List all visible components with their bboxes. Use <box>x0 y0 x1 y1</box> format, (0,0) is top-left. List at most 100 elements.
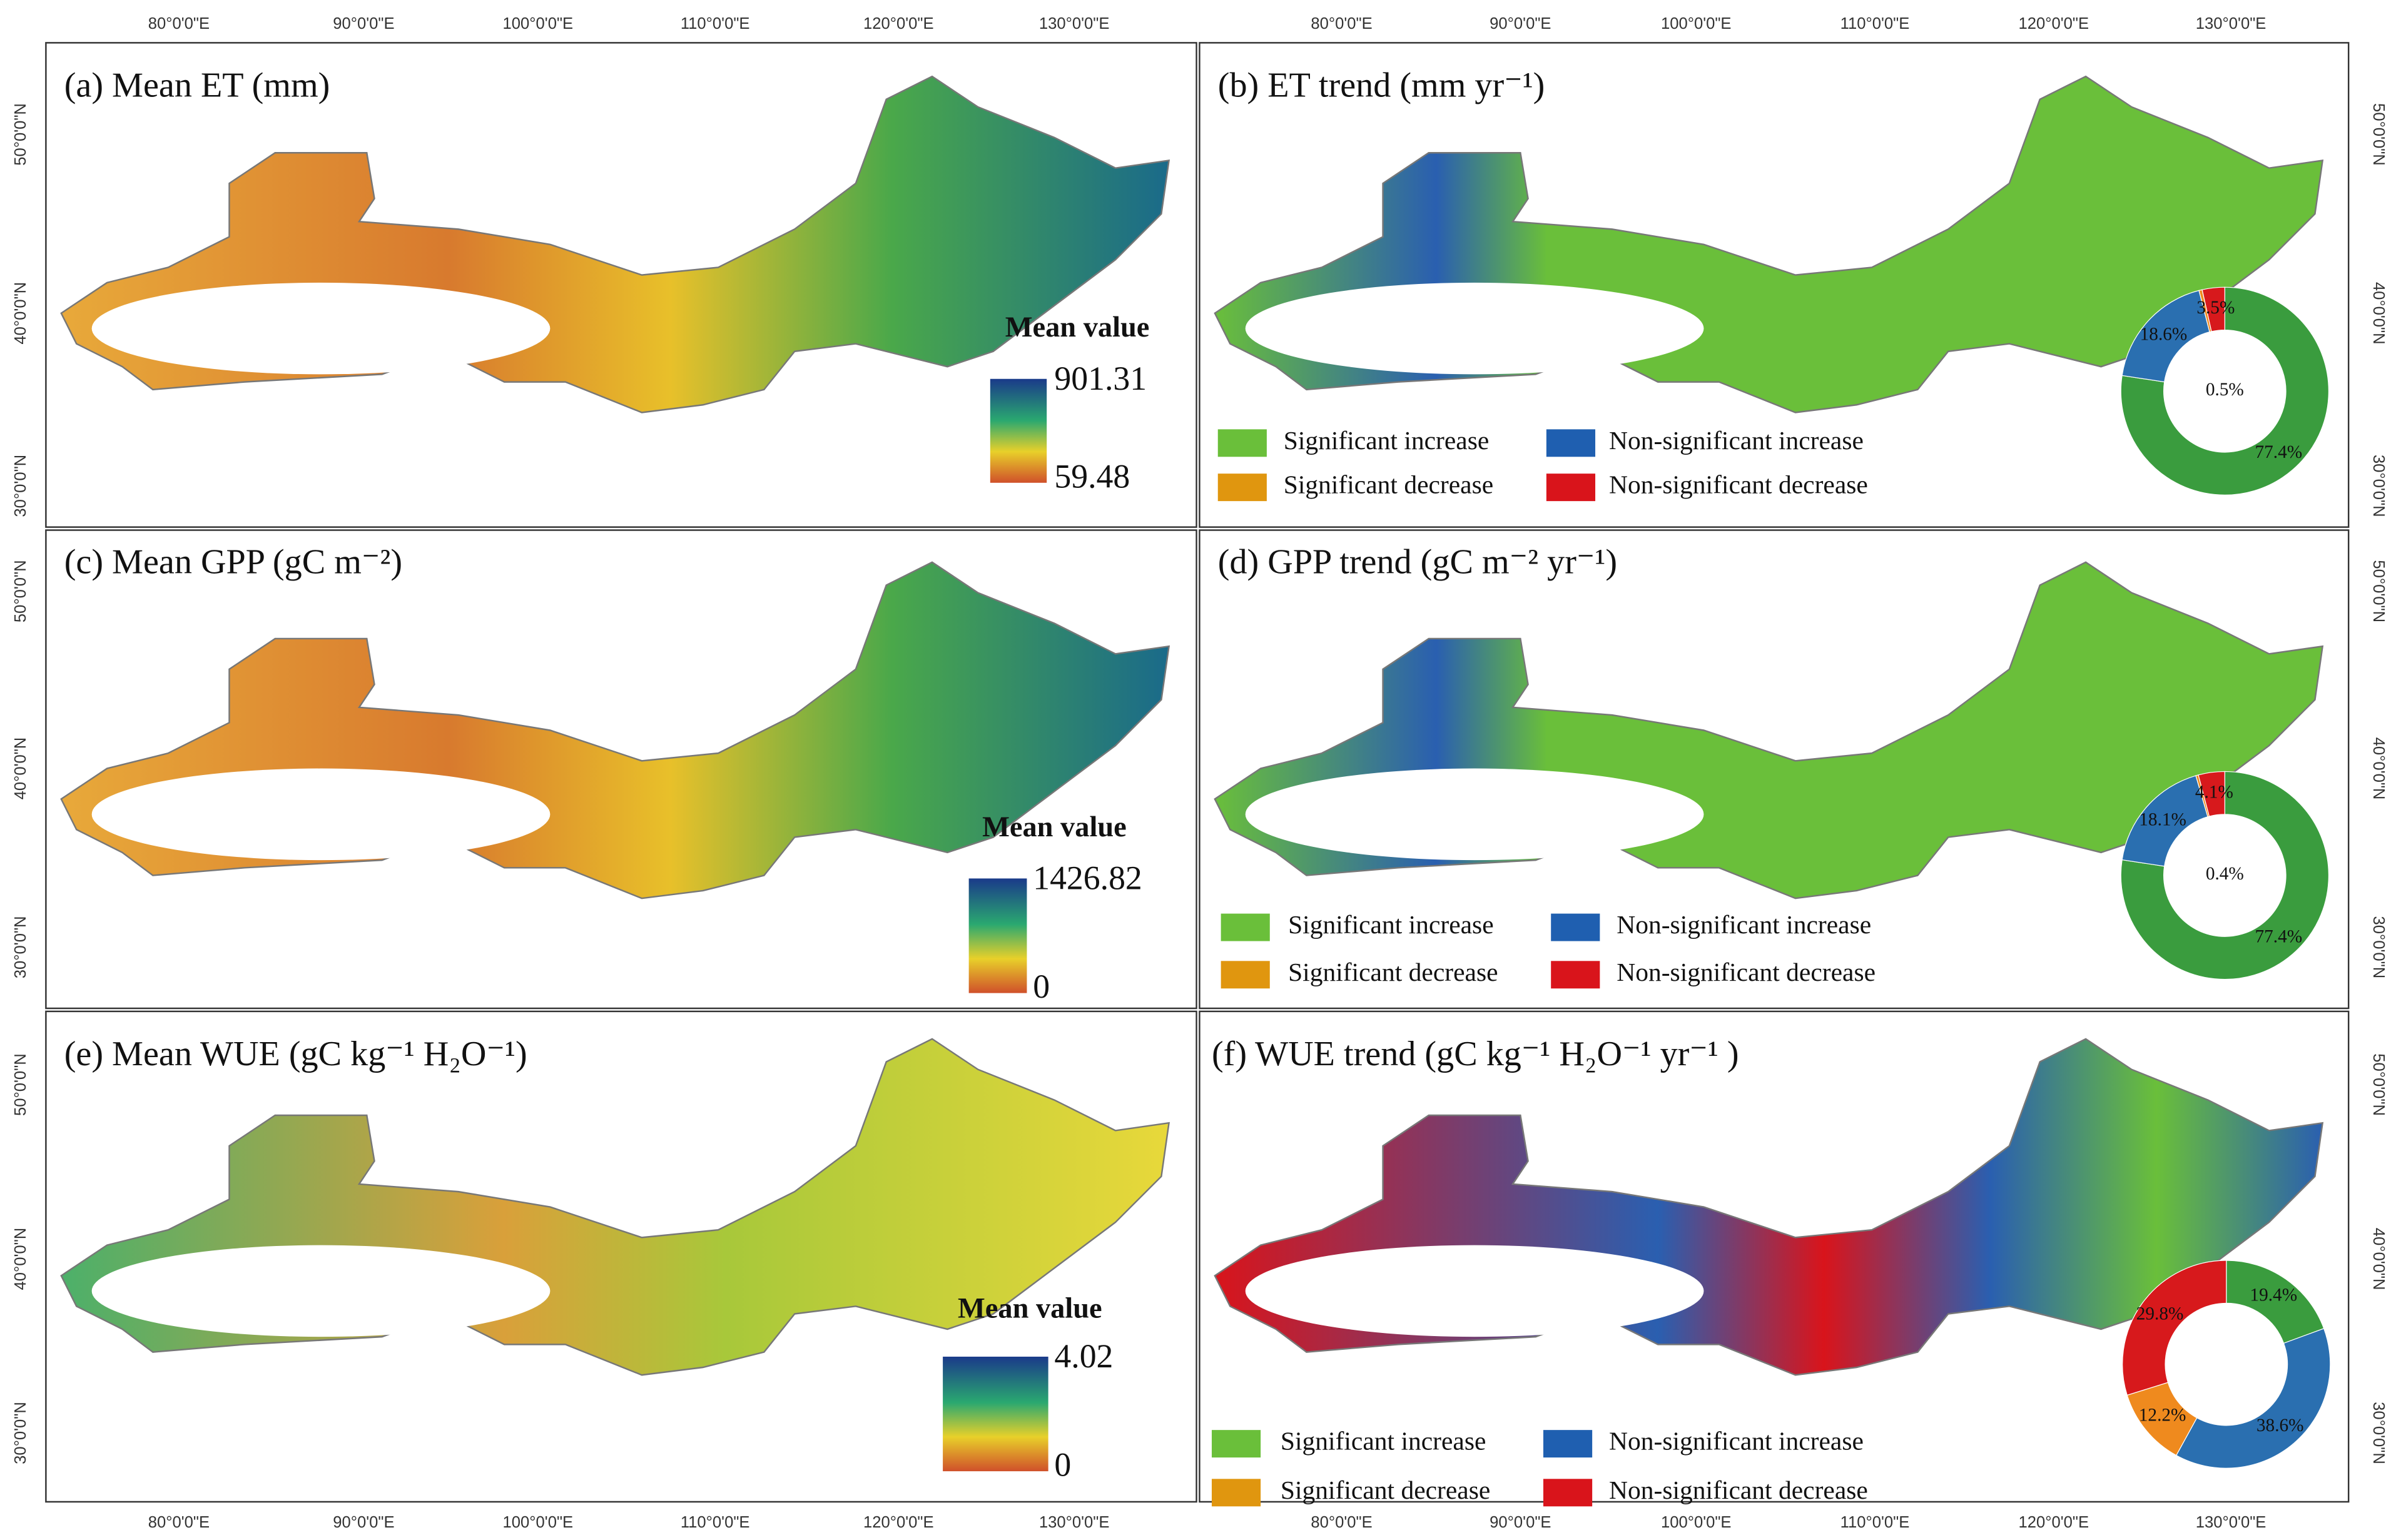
donut-label: 0.4% <box>2206 864 2244 884</box>
legend-swatch <box>1211 1479 1261 1507</box>
donut-label: 4.1% <box>2195 782 2233 802</box>
legend-label: Non-significant increase <box>1609 426 1864 455</box>
lon-label: 100°0'0"E <box>503 15 574 33</box>
lat-label: 50°0'0"N <box>12 560 29 622</box>
legend-label: Significant increase <box>1284 426 1490 455</box>
legend-swatch <box>1543 1479 1593 1507</box>
donut-label: 38.6% <box>2256 1416 2304 1436</box>
colorbar-min: 59.48 <box>1054 457 1130 495</box>
colorbar-min: 0 <box>1033 968 1050 1005</box>
colorbar <box>943 1356 1048 1472</box>
lon-label: 110°0'0"E <box>681 15 750 33</box>
lon-label: 110°0'0"E <box>1840 15 1910 33</box>
legend-swatch <box>1217 474 1267 502</box>
panel-frame <box>1199 1010 2350 1503</box>
donut-label: 3.5% <box>2196 298 2235 318</box>
desert <box>91 282 551 375</box>
legend-label: Non-significant increase <box>1617 910 1871 939</box>
legend-swatch <box>1551 961 1600 989</box>
donut-label: 0.5% <box>2206 380 2244 400</box>
lat-label: 50°0'0"N <box>2370 560 2387 622</box>
lat-label: 30°0'0"N <box>2370 916 2387 978</box>
legend-swatch <box>1221 913 1270 941</box>
donut-segment <box>2120 286 2329 495</box>
legend-label: Significant decrease <box>1288 958 1498 986</box>
colorbar-min: 0 <box>1054 1446 1071 1484</box>
donut-label: 12.2% <box>2139 1405 2186 1425</box>
lat-label: 40°0'0"N <box>2370 1228 2387 1290</box>
panel-frame <box>1199 529 2350 1010</box>
desert <box>91 1245 551 1337</box>
donut-segment <box>2121 290 2210 383</box>
lon-label: 100°0'0"E <box>1661 1514 1732 1531</box>
lat-label: 40°0'0"N <box>12 737 29 800</box>
panel-frame <box>45 1010 1197 1503</box>
legend-label: Significant decrease <box>1281 1476 1490 1504</box>
lon-label: 90°0'0"E <box>1490 15 1551 33</box>
lon-label: 120°0'0"E <box>863 15 934 33</box>
lat-label: 40°0'0"N <box>12 282 29 345</box>
lat-label: 30°0'0"N <box>12 455 29 517</box>
donut-segment <box>2120 771 2329 980</box>
panel-frame <box>1199 42 2350 528</box>
donut-segment <box>2201 286 2225 332</box>
colorbar-max: 1426.82 <box>1033 859 1142 897</box>
legend-label: Significant decrease <box>1284 470 1493 499</box>
donut-label: 18.6% <box>2140 325 2188 345</box>
legend-label: Non-significant increase <box>1609 1427 1864 1456</box>
panel-title: (a) Mean ET (mm) <box>64 66 330 105</box>
lon-label: 90°0'0"E <box>1490 1514 1551 1531</box>
donut-segment <box>2198 771 2225 817</box>
lon-label: 80°0'0"E <box>1311 1514 1372 1531</box>
lat-label: 50°0'0"N <box>2370 103 2387 166</box>
donut-label: 77.4% <box>2255 442 2302 462</box>
legend-label: Significant increase <box>1281 1427 1486 1456</box>
lat-label: 30°0'0"N <box>12 1402 29 1464</box>
legend-swatch <box>1546 474 1596 502</box>
lon-label: 130°0'0"E <box>1039 1514 1110 1531</box>
lat-label: 30°0'0"N <box>12 916 29 978</box>
lon-label: 80°0'0"E <box>148 15 210 33</box>
panel-title: (d) GPP trend (gC m⁻² yr⁻¹) <box>1218 543 1617 582</box>
donut-label: 18.1% <box>2139 809 2186 829</box>
maps <box>60 75 2323 1376</box>
donut-segment <box>2175 1328 2331 1469</box>
lat-label: 30°0'0"N <box>2370 455 2387 517</box>
lon-label: 90°0'0"E <box>333 15 394 33</box>
desert <box>91 768 551 861</box>
legend-swatch <box>1546 429 1596 457</box>
lat-label: 40°0'0"N <box>12 1228 29 1290</box>
legend-label: Non-significant decrease <box>1617 958 1876 986</box>
desert <box>1245 282 1704 375</box>
lon-label: 130°0'0"E <box>2196 15 2267 33</box>
lon-label: 120°0'0"E <box>863 1514 934 1531</box>
panel-title: (b) ET trend (mm yr⁻¹) <box>1218 66 1545 105</box>
lat-label: 30°0'0"N <box>2370 1402 2387 1464</box>
lat-label: 40°0'0"N <box>2370 282 2387 345</box>
lat-label: 40°0'0"N <box>2370 737 2387 800</box>
desert <box>1245 1245 1704 1337</box>
lon-label: 120°0'0"E <box>2018 1514 2089 1531</box>
lon-label: 130°0'0"E <box>2196 1514 2267 1531</box>
legend-swatch <box>1211 1430 1261 1458</box>
legend-label: Non-significant decrease <box>1609 1476 1868 1504</box>
lat-label: 50°0'0"N <box>2370 1053 2387 1116</box>
donut-label: 29.8% <box>2136 1304 2184 1324</box>
panel-title: (c) Mean GPP (gC m⁻²) <box>64 543 402 582</box>
donut-label: 19.4% <box>2250 1285 2297 1305</box>
donut-label: 77.4% <box>2255 926 2302 946</box>
legend-swatch <box>1217 429 1267 457</box>
colorbar <box>990 378 1047 483</box>
panel-title: (e) Mean WUE (gC kg⁻¹ H₂O⁻¹) <box>64 1035 527 1073</box>
panel-frame <box>45 42 1197 528</box>
lon-label: 100°0'0"E <box>1661 15 1732 33</box>
colorbar-title: Mean value <box>1005 312 1150 343</box>
legend-label: Non-significant decrease <box>1609 470 1868 499</box>
lon-label: 100°0'0"E <box>503 1514 574 1531</box>
lon-label: 80°0'0"E <box>148 1514 210 1531</box>
lon-label: 130°0'0"E <box>1039 15 1110 33</box>
lon-label: 110°0'0"E <box>1840 1514 1910 1531</box>
colorbar-title: Mean value <box>958 1292 1102 1324</box>
colorbar-max: 4.02 <box>1054 1337 1113 1375</box>
